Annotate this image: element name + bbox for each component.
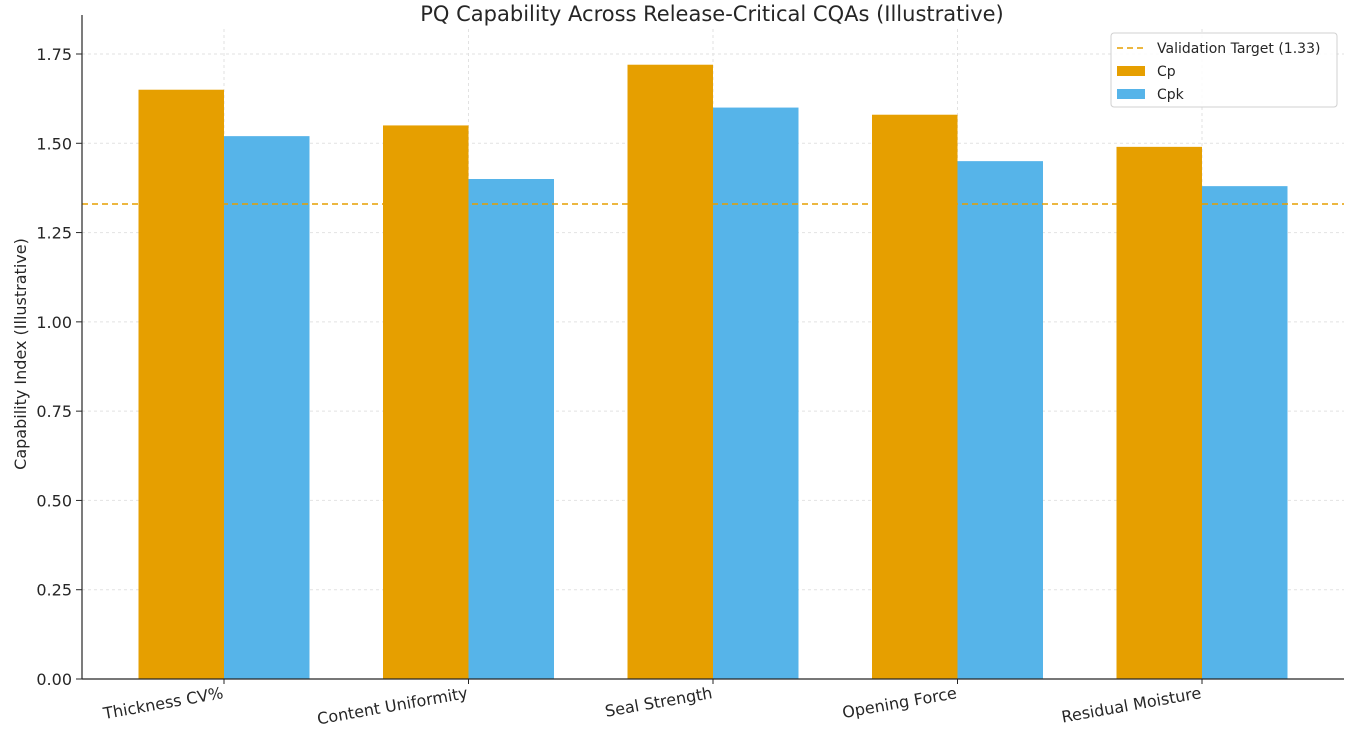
y-tick-label: 1.50 <box>36 134 72 153</box>
y-tick-label: 1.00 <box>36 313 72 332</box>
y-tick-labels: 0.00 0.25 0.50 0.75 1.00 1.25 1.50 1.75 <box>36 45 72 689</box>
legend-box <box>1110 32 1338 108</box>
bar-cp <box>383 125 469 679</box>
legend-label: Validation Target (1.33) <box>1157 41 1320 57</box>
bar-cpk <box>468 179 554 679</box>
y-tick-label: 1.75 <box>36 45 72 64</box>
y-tick-label: 0.50 <box>36 491 72 510</box>
bar-cpk <box>957 161 1043 680</box>
x-tick-label: Thickness CV% <box>101 683 225 723</box>
y-tick-label: 0.25 <box>36 581 72 600</box>
legend-swatch-cp <box>1117 66 1145 76</box>
bar-cpk <box>224 136 310 680</box>
bar-cp <box>627 64 713 679</box>
y-axis-label: Capability Index (Illustrative) <box>11 238 30 470</box>
y-tick-label: 0.00 <box>36 670 72 689</box>
bar-cp <box>872 114 958 679</box>
bar-cpk <box>1202 186 1288 679</box>
legend: Validation Target (1.33) Cp Cpk <box>1110 32 1338 108</box>
x-tick-label: Content Uniformity <box>316 683 469 728</box>
x-tick-label: Residual Moisture <box>1060 683 1203 726</box>
y-tick-label: 0.75 <box>36 402 72 421</box>
bar-cp <box>138 89 224 679</box>
x-tick-labels: Thickness CV% Content Uniformity Seal Stre… <box>101 683 1203 728</box>
y-tick-label: 1.25 <box>36 224 72 243</box>
bar-cpk <box>713 107 799 680</box>
bars <box>138 64 1288 680</box>
bar-cp <box>1116 146 1202 679</box>
axes <box>76 15 1344 684</box>
chart-title: PQ Capability Across Release-Critical CQ… <box>420 2 1003 26</box>
x-tick-label: Opening Force <box>841 683 958 722</box>
legend-swatch-cpk <box>1117 89 1145 99</box>
legend-label: Cpk <box>1157 87 1185 103</box>
x-tick-label: Seal Strength <box>603 683 713 721</box>
legend-label: Cp <box>1157 64 1176 80</box>
